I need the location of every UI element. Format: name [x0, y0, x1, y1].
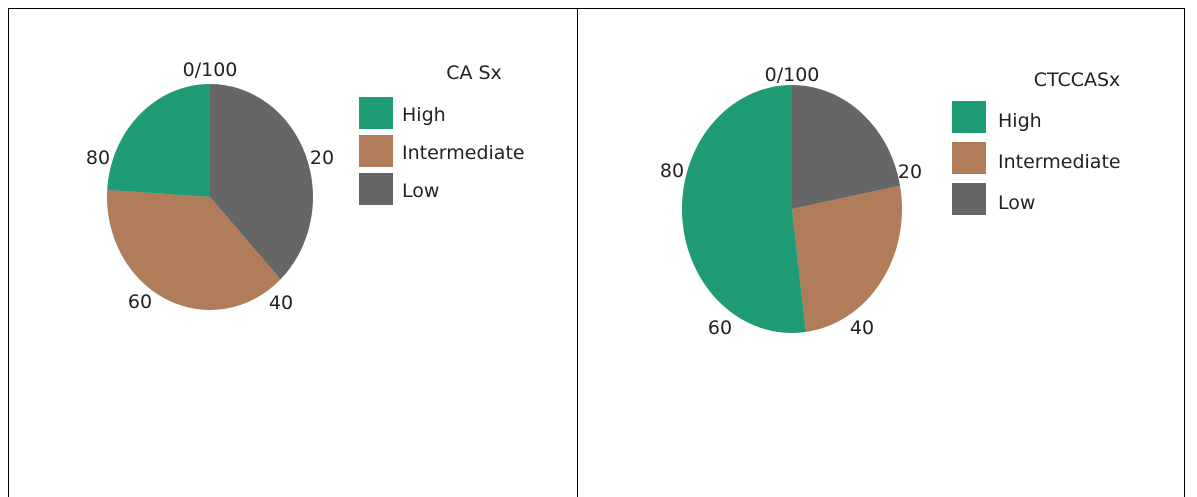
pie-slice-intermediate — [106, 189, 281, 311]
tick-label: 80 — [86, 147, 110, 169]
tick-label: 20 — [310, 147, 334, 169]
tick-label: 20 — [898, 161, 922, 183]
chart-title: CTCCASx — [1034, 69, 1121, 91]
pie-slice-low — [792, 85, 901, 209]
legend-swatch-low — [952, 183, 986, 215]
legend-label: Intermediate — [402, 142, 525, 164]
legend-label: Low — [998, 192, 1035, 214]
pie-slice-high — [681, 85, 806, 333]
table-divider — [577, 8, 578, 497]
legend-swatch-high — [359, 97, 393, 129]
legend-swatch-low — [359, 173, 393, 205]
chart-title: CA Sx — [446, 62, 502, 84]
legend-swatch-intermediate — [359, 135, 393, 167]
legend-label: Low — [402, 180, 439, 202]
legend-swatch-high — [952, 101, 986, 133]
tick-label: 40 — [269, 292, 293, 314]
tick-label: 0/100 — [765, 64, 820, 86]
tick-label: 40 — [850, 317, 874, 339]
legend-label: Intermediate — [998, 151, 1121, 173]
pie-slice-low — [210, 84, 313, 280]
pie-slice-high — [107, 84, 210, 197]
legend-swatch-intermediate — [952, 142, 986, 174]
table-frame — [8, 8, 1185, 497]
tick-label: 60 — [708, 317, 732, 339]
tick-label: 0/100 — [183, 59, 238, 81]
legend-label: High — [998, 110, 1042, 132]
pie-slice-intermediate — [792, 185, 902, 333]
tick-label: 60 — [128, 291, 152, 313]
tick-label: 80 — [660, 160, 684, 182]
legend-label: High — [402, 104, 446, 126]
